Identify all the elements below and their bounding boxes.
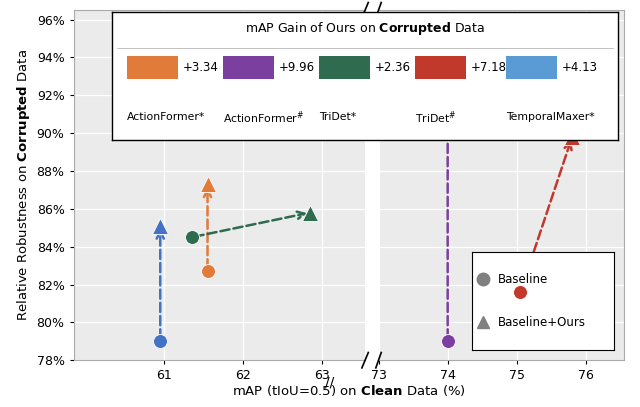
Bar — [127, 56, 178, 79]
Text: TriDet*: TriDet* — [319, 112, 356, 123]
Text: +2.36: +2.36 — [375, 61, 411, 74]
Bar — [415, 56, 466, 79]
Text: TriDet$^\#$: TriDet$^\#$ — [415, 109, 457, 126]
Text: mAP Gain of Ours on $\bf{Corrupted}$ Data: mAP Gain of Ours on $\bf{Corrupted}$ Dat… — [245, 20, 484, 37]
Y-axis label: Relative Robustness on $\bf{Corrupted}$ Data: Relative Robustness on $\bf{Corrupted}$ … — [15, 49, 33, 321]
Text: mAP (tIoU=0.5) on $\bf{Clean}$ Data (%): mAP (tIoU=0.5) on $\bf{Clean}$ Data (%) — [232, 383, 466, 398]
Text: ActionFormer*: ActionFormer* — [127, 112, 205, 123]
Text: +4.13: +4.13 — [562, 61, 598, 74]
Text: +3.34: +3.34 — [183, 61, 219, 74]
Bar — [319, 56, 370, 79]
Bar — [506, 56, 557, 79]
Text: TemporalMaxer*: TemporalMaxer* — [506, 112, 595, 123]
Text: +9.96: +9.96 — [279, 61, 315, 74]
Text: //: // — [325, 376, 334, 389]
Text: ActionFormer$^\#$: ActionFormer$^\#$ — [223, 109, 305, 126]
Text: +7.18: +7.18 — [471, 61, 507, 74]
Bar — [223, 56, 274, 79]
